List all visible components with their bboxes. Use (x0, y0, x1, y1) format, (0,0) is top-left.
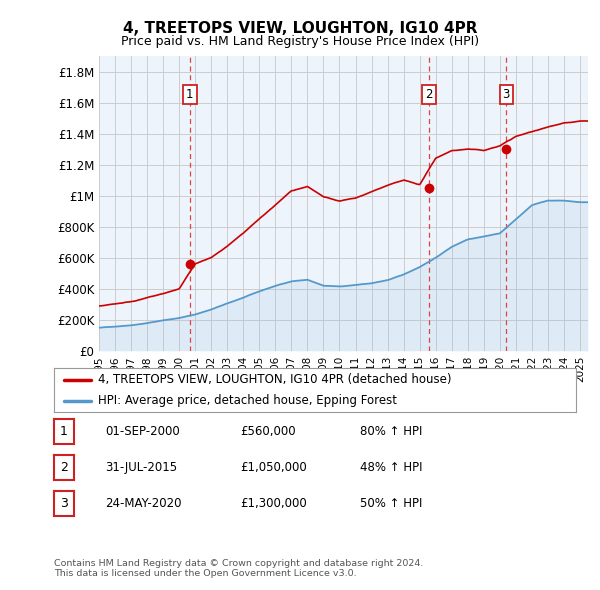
Text: 1: 1 (60, 425, 68, 438)
Text: 3: 3 (503, 88, 510, 101)
Text: 24-MAY-2020: 24-MAY-2020 (105, 497, 182, 510)
Text: 80% ↑ HPI: 80% ↑ HPI (360, 425, 422, 438)
Text: £1,300,000: £1,300,000 (240, 497, 307, 510)
Text: 48% ↑ HPI: 48% ↑ HPI (360, 461, 422, 474)
Text: £560,000: £560,000 (240, 425, 296, 438)
Text: Price paid vs. HM Land Registry's House Price Index (HPI): Price paid vs. HM Land Registry's House … (121, 35, 479, 48)
Text: 3: 3 (60, 497, 68, 510)
Text: 01-SEP-2000: 01-SEP-2000 (105, 425, 180, 438)
Text: £1,050,000: £1,050,000 (240, 461, 307, 474)
Text: 1: 1 (186, 88, 194, 101)
Text: 31-JUL-2015: 31-JUL-2015 (105, 461, 177, 474)
Text: 50% ↑ HPI: 50% ↑ HPI (360, 497, 422, 510)
Text: 2: 2 (60, 461, 68, 474)
Text: 4, TREETOPS VIEW, LOUGHTON, IG10 4PR (detached house): 4, TREETOPS VIEW, LOUGHTON, IG10 4PR (de… (98, 373, 452, 386)
Text: 2: 2 (425, 88, 433, 101)
Text: HPI: Average price, detached house, Epping Forest: HPI: Average price, detached house, Eppi… (98, 394, 397, 407)
Text: 4, TREETOPS VIEW, LOUGHTON, IG10 4PR: 4, TREETOPS VIEW, LOUGHTON, IG10 4PR (123, 21, 477, 35)
Text: Contains HM Land Registry data © Crown copyright and database right 2024.
This d: Contains HM Land Registry data © Crown c… (54, 559, 424, 578)
